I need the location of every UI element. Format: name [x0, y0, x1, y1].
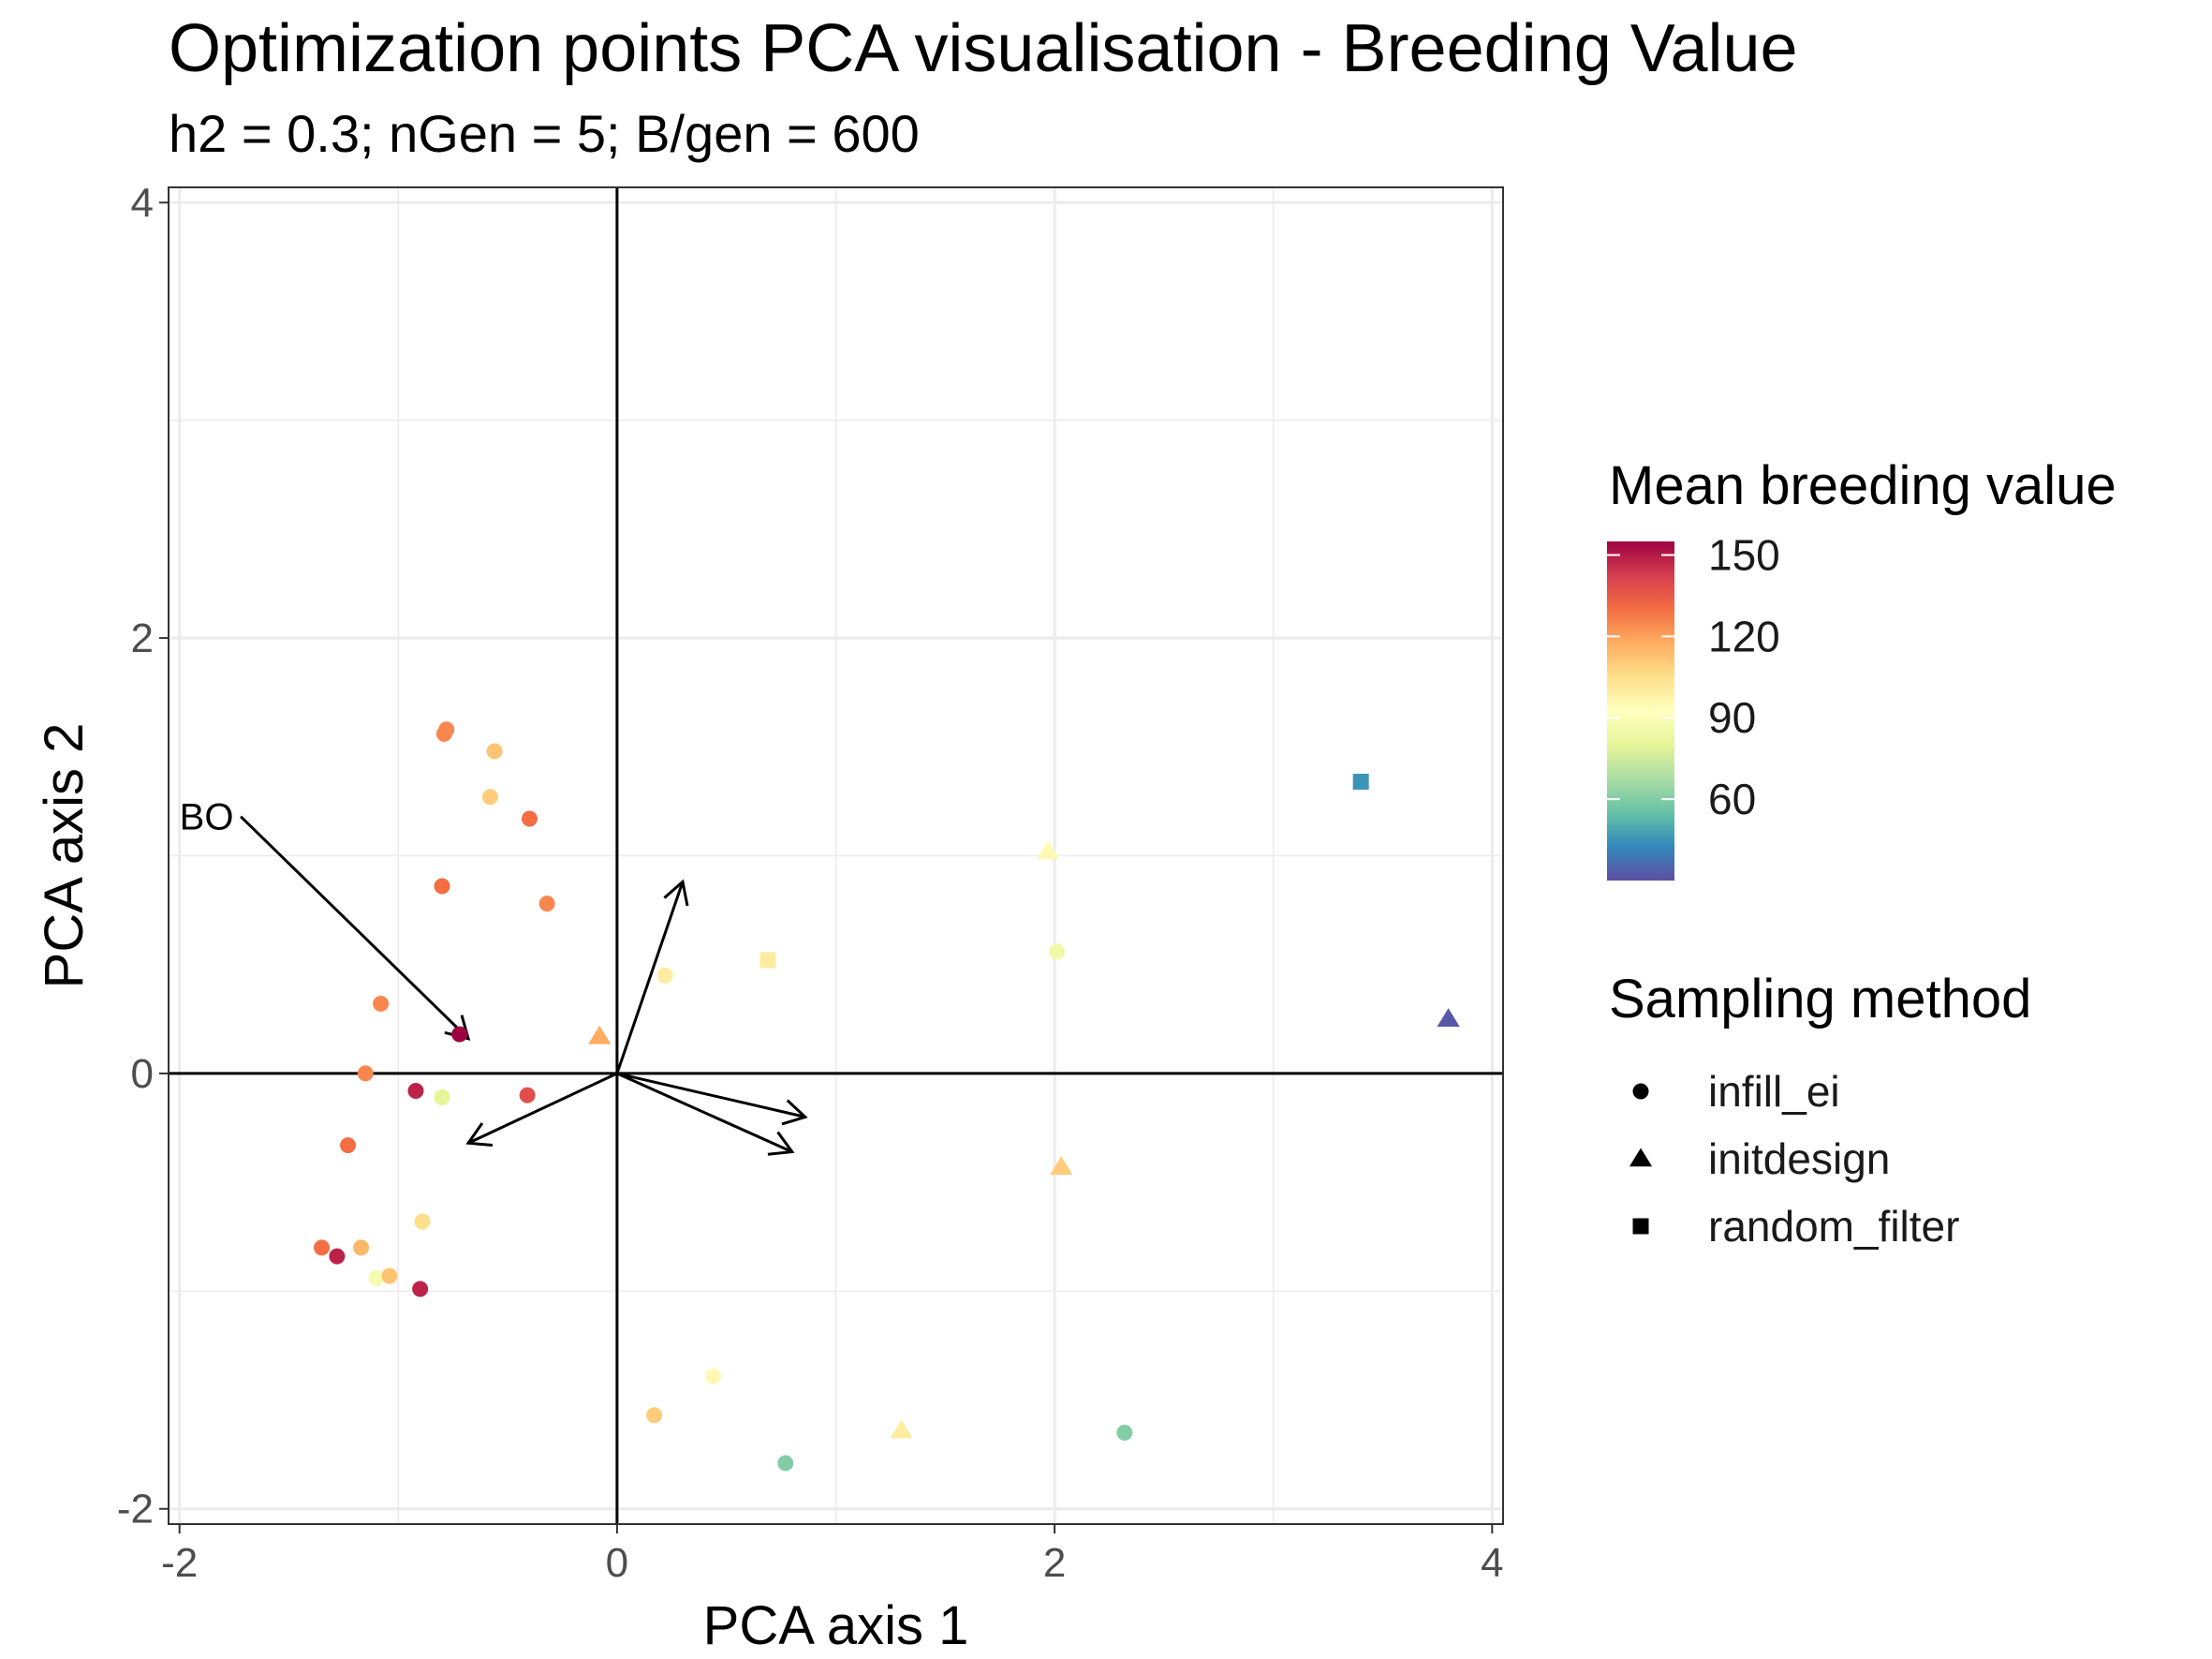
data-point	[1116, 1424, 1133, 1441]
loading-arrow	[240, 815, 470, 1040]
colorbar-tick-label: 120	[1708, 612, 1780, 660]
colorbar-tick-label: 150	[1708, 530, 1780, 579]
data-point	[656, 967, 673, 984]
data-point	[521, 810, 538, 827]
x-axis-label: PCA axis 1	[703, 1595, 969, 1656]
data-point	[588, 1025, 612, 1044]
data-point	[412, 1281, 429, 1297]
data-point	[434, 878, 450, 895]
data-point	[1437, 1008, 1460, 1028]
loading-arrow	[616, 1072, 806, 1118]
colorbar	[1607, 541, 1674, 881]
loading-arrow	[616, 1072, 793, 1153]
legend-label: random_filter	[1708, 1202, 1959, 1251]
y-tick-label: 0	[131, 1051, 154, 1097]
y-tick-label: 4	[131, 180, 154, 226]
loading-arrow-head	[781, 1099, 808, 1126]
data-point	[1050, 1156, 1073, 1176]
data-point	[538, 896, 555, 912]
data-point	[777, 1455, 794, 1472]
colorbar-tick-label: 90	[1708, 693, 1756, 742]
color-legend-title: Mean breeding value	[1609, 455, 2116, 516]
plot-panel: BO	[168, 186, 1504, 1525]
chart-title: Optimization points PCA visualisation - …	[169, 11, 1798, 86]
data-point	[381, 1267, 398, 1284]
data-point	[1036, 840, 1060, 860]
shape-legend: Sampling method infill_ei initdesign rando…	[1609, 969, 2031, 1251]
legend-label: infill_ei	[1708, 1067, 1840, 1116]
y-tick-label: -2	[117, 1487, 154, 1533]
data-point	[340, 1137, 357, 1154]
shape-legend-title: Sampling method	[1609, 969, 2031, 1029]
data-point	[519, 1087, 536, 1104]
legend-label: initdesign	[1708, 1134, 1890, 1183]
loading-arrow	[615, 881, 685, 1074]
data-point	[407, 1083, 424, 1100]
y-axis-label: PCA axis 2	[34, 723, 95, 989]
data-point	[368, 1269, 385, 1286]
x-tick-label: 4	[1481, 1540, 1503, 1586]
chart-subtitle: h2 = 0.3; nGen = 5; B/gen = 600	[169, 104, 920, 163]
data-point	[481, 789, 498, 806]
legend-marker-circle	[1632, 1083, 1649, 1100]
data-point	[357, 1065, 374, 1082]
color-legend: Mean breeding value 150 120 90 60	[1607, 455, 2116, 881]
loading-arrow	[467, 1072, 618, 1145]
data-point	[890, 1419, 913, 1439]
loading-arrow-head	[465, 1122, 494, 1148]
data-point	[314, 1239, 331, 1256]
data-point	[705, 1368, 722, 1385]
loading-arrow-head	[663, 879, 689, 907]
colorbar-tick-label: 60	[1708, 775, 1756, 823]
panel-border	[168, 186, 1504, 1525]
legend-marker-square	[1632, 1218, 1649, 1235]
x-tick-label: 2	[1043, 1540, 1066, 1586]
x-tick-label: -2	[161, 1540, 198, 1586]
data-point	[414, 1213, 431, 1230]
data-point	[1352, 773, 1369, 790]
legend-marker-triangle	[1629, 1148, 1653, 1167]
loading-arrow-head	[767, 1131, 795, 1156]
data-point	[373, 996, 390, 1013]
data-point	[646, 1407, 663, 1424]
data-point	[1048, 943, 1065, 960]
data-point	[353, 1239, 370, 1256]
data-point	[434, 1089, 450, 1105]
x-tick-label: 0	[606, 1540, 628, 1586]
annotation-bo: BO	[180, 797, 234, 838]
data-point	[759, 952, 776, 969]
data-point	[435, 725, 452, 742]
data-point	[329, 1248, 346, 1265]
data-point	[486, 743, 503, 760]
y-tick-label: 2	[131, 615, 154, 661]
data-point	[451, 1026, 468, 1043]
